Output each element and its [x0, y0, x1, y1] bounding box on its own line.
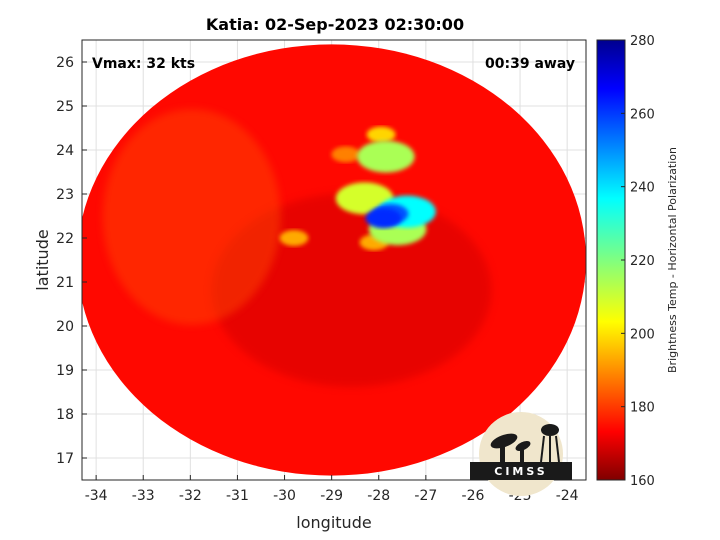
y-axis-label: latitude: [33, 229, 52, 290]
convection-cell: [279, 230, 309, 246]
colorbar-tick-label: 220: [630, 254, 655, 269]
y-tick-label: 24: [56, 143, 74, 159]
convection-cell: [357, 140, 415, 173]
x-tick-label: -26: [462, 488, 485, 504]
convection-cell: [366, 126, 396, 143]
colorbar-tick-label: 200: [630, 327, 655, 342]
x-tick-label: -33: [132, 488, 155, 504]
y-tick-label: 26: [56, 55, 74, 71]
x-axis-ticks: -34 -33 -32 -31 -30 -29 -28 -27 -26 -25 -24: [85, 475, 579, 504]
time-away-annotation: 00:39 away: [485, 56, 575, 72]
y-tick-label: 19: [56, 363, 74, 379]
y-tick-label: 25: [56, 99, 74, 115]
colorbar-label: Brightness Temp - Horizontal Polarizatio…: [666, 147, 679, 373]
convection-cell: [331, 146, 361, 163]
y-axis-ticks: 17 18 19 20 21 22 23 24 25 26: [56, 55, 87, 467]
x-tick-label: -28: [367, 488, 390, 504]
colorbar-tick-label: 160: [630, 474, 655, 489]
x-axis-label: longitude: [296, 513, 371, 532]
x-tick-label: -30: [273, 488, 296, 504]
colorbar-tick-label: 180: [630, 401, 655, 416]
x-tick-label: -29: [320, 488, 343, 504]
cimss-logo: CIMSS: [470, 412, 572, 496]
y-tick-label: 22: [56, 231, 74, 247]
axes-frame: [81, 39, 587, 481]
swath-texture: [102, 109, 281, 325]
colorbar: [596, 39, 626, 481]
colorbar-tick-label: 240: [630, 181, 655, 196]
x-tick-label: -27: [414, 488, 437, 504]
x-tick-label: -34: [85, 488, 108, 504]
y-tick-label: 20: [56, 319, 74, 335]
x-tick-label: -32: [179, 488, 202, 504]
chart-title: Katia: 02-Sep-2023 02:30:00: [206, 15, 464, 34]
y-tick-label: 18: [56, 407, 74, 423]
x-tick-label: -31: [226, 488, 249, 504]
y-tick-label: 23: [56, 187, 74, 203]
convection-cell: [365, 208, 402, 229]
convection-features: [279, 126, 436, 251]
x-tick-label: -24: [556, 488, 579, 504]
y-tick-label: 17: [56, 451, 74, 467]
vmax-annotation: Vmax: 32 kts: [92, 56, 195, 72]
microwave-swath: [82, 44, 586, 476]
cimss-logo-text: CIMSS: [494, 465, 547, 478]
colorbar-ticks: 160 180 200 220 240 260 280: [621, 34, 655, 489]
colorbar-tick-label: 280: [630, 34, 655, 49]
y-tick-label: 21: [56, 275, 74, 291]
colorbar-tick-label: 260: [630, 107, 655, 122]
